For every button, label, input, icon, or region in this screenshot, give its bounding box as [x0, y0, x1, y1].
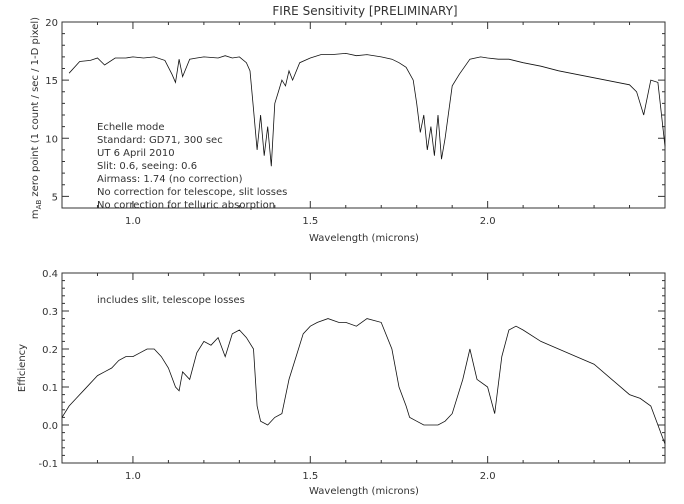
efficiency-series-line [61, 318, 666, 445]
y-tick-label: -0.1 [38, 459, 58, 470]
annotation-line: Echelle mode [97, 122, 165, 133]
x-axis-top-panel: 1.0 1.5 2.0 [61, 22, 666, 227]
y-tick-label: 0.0 [42, 421, 58, 432]
annotation-line: Airmass: 1.74 (no correction) [97, 174, 243, 185]
x-axis-bottom-panel: 1.0 1.5 2.0 [61, 273, 666, 482]
x-tick-label: 1.0 [125, 216, 141, 227]
x-tick-label: 2.0 [480, 216, 496, 227]
annotation-block-top: Echelle mode Standard: GD71, 300 sec UT … [97, 122, 287, 211]
y-tick-label: 0.1 [42, 383, 58, 394]
x-axis-label-top: Wavelength (microns) [309, 233, 419, 244]
sensitivity-series-line [68, 52, 666, 167]
y-axis-bottom-panel: -0.1 0.0 0.1 0.2 0.3 0.4 [38, 269, 665, 470]
plot-frame-bottom [61, 272, 666, 464]
annotation-line: No correction for telluric absorption [97, 200, 275, 211]
panel-sensitivity: FIRE Sensitivity [PRELIMINARY] 1.0 1.5 2.0… [30, 4, 666, 244]
annotation-line: No correction for telescope, slit losses [97, 187, 287, 198]
x-tick-label: 1.5 [302, 216, 318, 227]
y-tick-label: 15 [45, 76, 58, 87]
x-axis-label-bottom: Wavelength (microns) [309, 486, 419, 497]
y-axis-label-bottom: Efficiency [17, 344, 28, 392]
y-tick-label: 0.4 [42, 269, 58, 280]
chart-title: FIRE Sensitivity [PRELIMINARY] [272, 4, 457, 18]
annotation-line: Slit: 0.6, seeing: 0.6 [97, 161, 197, 172]
y-axis-label-subscript: AB [35, 200, 43, 210]
y-axis-top-panel: 5 10 15 20 [45, 18, 665, 209]
x-tick-label: 2.0 [480, 471, 496, 482]
x-tick-label: 1.5 [302, 471, 318, 482]
annotation-line: UT 6 April 2010 [97, 148, 175, 159]
y-tick-label: 5 [52, 192, 58, 203]
annotation-line: includes slit, telescope losses [97, 295, 245, 306]
y-tick-label: 0.2 [42, 345, 58, 356]
y-tick-label: 0.3 [42, 307, 58, 318]
y-axis-label-rest: zero point (1 count / sec / 1-D pixel) [30, 17, 41, 200]
y-tick-label: 10 [45, 134, 58, 145]
annotation-line: Standard: GD71, 300 sec [97, 135, 223, 146]
y-tick-label: 20 [45, 18, 58, 29]
y-axis-label-top: mAB zero point (1 count / sec / 1-D pixe… [30, 17, 43, 219]
x-tick-label: 1.0 [125, 471, 141, 482]
panel-efficiency: 1.0 1.5 2.0 -0.1 0.0 0.1 0.2 0.3 0.4 Wavelength… [17, 269, 666, 497]
